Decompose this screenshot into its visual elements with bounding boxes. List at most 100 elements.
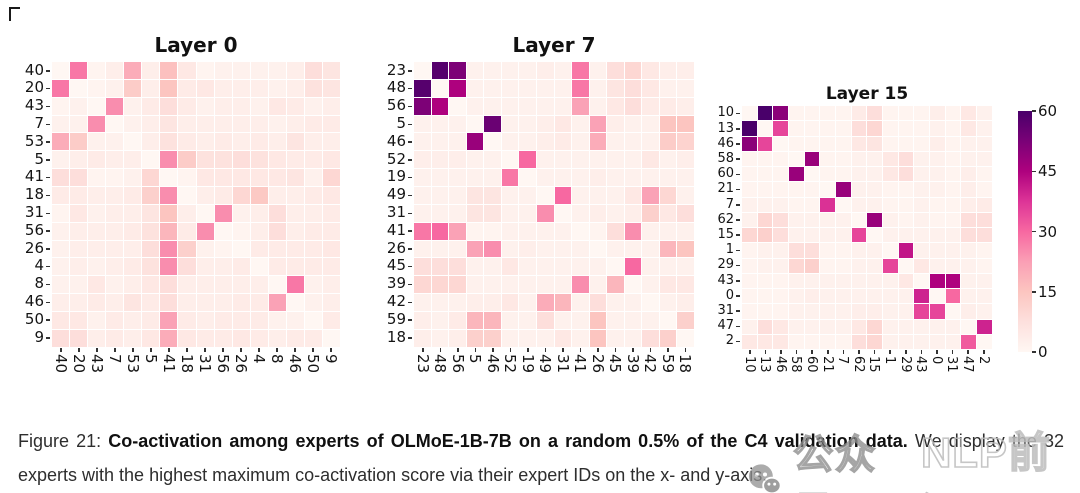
heatmap-cell xyxy=(268,222,286,240)
y-tick-label: 5 xyxy=(34,149,44,168)
heatmap-cell xyxy=(501,151,519,169)
heatmap-cell xyxy=(322,62,340,79)
heatmap-cell xyxy=(106,276,124,294)
heatmap-cell xyxy=(867,167,882,182)
heatmap-cell xyxy=(976,258,992,273)
y-tick-label: 43 xyxy=(24,96,44,115)
heatmap-cell xyxy=(607,151,624,169)
heatmap-cell xyxy=(788,304,804,319)
heatmap-cell xyxy=(286,169,304,187)
heatmap-cell xyxy=(659,312,677,329)
heatmap-cell xyxy=(820,304,835,319)
heatmap-cell xyxy=(484,133,501,151)
heatmap-cell xyxy=(882,212,898,228)
x-tick-label: 5 xyxy=(466,353,484,364)
heatmap-cell xyxy=(414,329,431,347)
y-tick-label: 10 xyxy=(717,105,734,121)
heatmap-cell xyxy=(160,329,178,347)
x-tick-label: 47 xyxy=(960,356,976,373)
x-tick-mark xyxy=(905,350,907,355)
heatmap-cell xyxy=(624,276,642,294)
heatmap-cell xyxy=(898,167,914,182)
heatmap-cell xyxy=(677,222,694,240)
y-tick-mark xyxy=(736,340,740,343)
heatmap-cell xyxy=(804,136,820,151)
heatmap-cell xyxy=(414,312,431,329)
heatmap-cell xyxy=(70,276,88,294)
heatmap-cell xyxy=(449,222,466,240)
heatmap-cell xyxy=(914,167,929,182)
heatmap-cell xyxy=(898,197,914,212)
heatmap-cell xyxy=(835,334,851,350)
heatmap-cell xyxy=(431,294,449,312)
heatmap-cell xyxy=(431,115,449,133)
heatmap-cell xyxy=(867,258,882,273)
heatmap-cell xyxy=(106,187,124,204)
heatmap-cell xyxy=(519,97,536,115)
heatmap-cell xyxy=(536,79,554,97)
y-tick-label: 58 xyxy=(717,151,734,167)
heatmap-cell xyxy=(914,151,929,167)
heatmap-cell xyxy=(976,151,992,167)
heatmap-cell xyxy=(835,319,851,334)
heatmap-cell xyxy=(589,276,607,294)
heatmap-cell xyxy=(178,204,196,222)
heatmap-cell xyxy=(554,276,572,294)
heatmap-cell xyxy=(589,62,607,79)
x-tick-mark xyxy=(579,347,581,352)
y-tick-mark xyxy=(736,112,740,115)
heatmap-cell xyxy=(914,273,929,289)
heatmap-cell xyxy=(572,97,589,115)
heatmap-cell xyxy=(976,273,992,289)
heatmap-cell xyxy=(624,169,642,187)
x-tick-mark xyxy=(96,347,98,352)
heatmap-cell xyxy=(929,273,945,289)
heatmap-cell xyxy=(501,222,519,240)
x-tick-label: 46 xyxy=(483,353,502,373)
heatmap-cell xyxy=(659,133,677,151)
y-tick-mark xyxy=(408,194,412,197)
heatmap-cell xyxy=(142,151,160,169)
heatmap-cell xyxy=(322,115,340,133)
heatmap-cell xyxy=(572,312,589,329)
heatmap-cell xyxy=(976,197,992,212)
x-tick-label: 9 xyxy=(321,353,340,364)
heatmap-cell xyxy=(322,79,340,97)
heatmap-cell xyxy=(820,289,835,304)
heatmap-cell xyxy=(536,62,554,79)
x-tick-label: 18 xyxy=(177,353,196,373)
heatmap-cell xyxy=(304,312,322,329)
heatmap-cell xyxy=(961,182,976,197)
heatmap-cell xyxy=(572,204,589,222)
heatmap-cell xyxy=(501,62,519,79)
x-tick-mark xyxy=(889,350,891,355)
heatmap-cell xyxy=(70,240,88,258)
heatmap-cell xyxy=(788,273,804,289)
heatmap-cell xyxy=(124,222,142,240)
heatmap-cell xyxy=(607,276,624,294)
heatmap-cell xyxy=(214,187,232,204)
heatmap-cell xyxy=(414,169,431,187)
heatmap-cell xyxy=(804,273,820,289)
heatmap-cell xyxy=(677,62,694,79)
y-tick-mark xyxy=(46,70,50,72)
caption-line1: Figure 21: Co-activation among experts o… xyxy=(18,424,1064,458)
x-tick-label: 26 xyxy=(588,353,607,373)
heatmap-cell xyxy=(677,133,694,151)
y-tick-label: 23 xyxy=(386,60,406,79)
heatmap-cell xyxy=(882,106,898,121)
heatmap-cell xyxy=(742,273,757,289)
heatmap-cell xyxy=(52,97,70,115)
heatmap-cell xyxy=(554,62,572,79)
heatmap-cell xyxy=(304,79,322,97)
heatmap-cell xyxy=(773,273,788,289)
heatmap-cell xyxy=(677,187,694,204)
heatmap-cell xyxy=(196,276,214,294)
heatmap-cell xyxy=(52,258,70,276)
x-tick-label: 31 xyxy=(944,356,960,373)
heatmap-cell xyxy=(961,304,976,319)
heatmap-cell xyxy=(929,304,945,319)
x-tick-mark xyxy=(78,347,80,352)
heatmap-cell xyxy=(642,151,659,169)
heatmap-cell xyxy=(757,167,773,182)
